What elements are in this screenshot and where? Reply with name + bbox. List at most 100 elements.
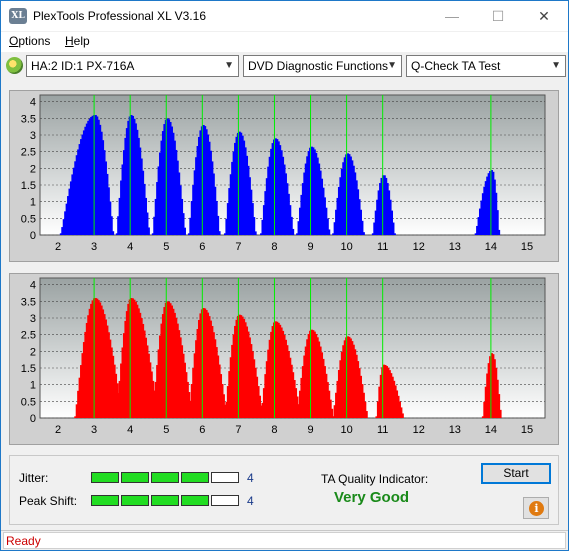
chart-bar [159,152,162,235]
chart-bar [496,210,499,235]
status-bar: Ready [1,530,568,550]
toolbar: HA:2 ID:1 PX-716A ▼ DVD Diagnostic Funct… [1,53,568,79]
chart-bar [267,349,270,418]
chart-bar [90,116,93,235]
chart-bar [304,346,308,418]
chart-bar [235,136,238,235]
chart-bar [494,192,498,235]
chevron-down-icon[interactable]: ▼ [224,60,234,71]
chart-bar [329,399,332,418]
chart-bar [209,320,212,418]
close-icon[interactable]: ✕ [538,8,550,24]
chart-bar [135,129,139,235]
chart-bar [251,203,254,235]
chart-bar [290,364,293,418]
y-tick-label: 2 [30,163,36,175]
jitter-graph-top: 0 0.5 1 1.5 2 2.5 3 3.5 4 2 3 4 5 6 7 8 9 10 11 12 13 14 15 [9,90,559,262]
chart-bar [216,215,220,235]
results-panel [9,455,559,525]
chart-bar [147,353,150,418]
chart-bar [496,379,499,418]
chart-bar [151,380,155,418]
chart-bar [169,303,172,418]
chart-bar [78,144,81,235]
chart-bar [213,339,217,418]
minimize-icon[interactable]: — [445,8,459,24]
start-button[interactable]: Start [481,463,551,484]
chart-bar [59,233,63,235]
chart-bar [163,307,166,418]
chart-bar [77,390,80,418]
chart-bar [167,301,171,418]
chart-bar [278,145,282,235]
chart-bar [228,188,231,235]
chart-bar [245,155,249,235]
x-tick-label: 9 [307,424,313,436]
chart-bar [100,131,103,235]
chart-bar [238,314,241,418]
chart-bar [342,162,345,235]
chart-bar [271,143,274,235]
chevron-down-icon[interactable]: ▼ [387,60,397,71]
chart-bar [196,146,199,235]
chart-bar [234,142,237,235]
chart-bar [179,185,182,235]
chart-bar [316,157,319,235]
chart-bar [362,232,365,235]
info-button[interactable]: i [523,497,549,519]
peak-shift-label: Peak Shift: [19,494,78,508]
chart-bar [135,304,139,418]
chart-bar [293,380,296,418]
chart-bar [387,367,390,418]
chart-bar [209,150,212,235]
chart-bar [267,166,270,235]
chart-bar [148,362,152,418]
disc-drive-icon [6,57,23,74]
chart-bar [183,227,186,235]
maximize-icon[interactable]: ☐ [491,8,505,24]
chart-bar [74,161,77,235]
chart-bar [118,380,122,418]
chart-bar [117,216,120,235]
chart-bar [205,129,208,235]
chart-bar [484,386,488,418]
chart-bar [260,233,263,235]
chart-bar [127,120,130,235]
x-tick-label: 12 [413,424,425,436]
menu-help[interactable]: Help [65,34,90,48]
chart-bar [384,365,387,418]
chart-bar [386,183,389,235]
chart-bar [333,222,337,235]
chart-bar [311,147,315,235]
chevron-down-icon[interactable]: ▼ [551,60,561,71]
top-chart-svg: 0 0.5 1 1.5 2 2.5 3 3.5 4 2 3 4 5 6 7 8 9 10 11 12 13 14 15 [21,94,546,253]
x-tick-label: 8 [271,241,277,253]
chart-bar [399,407,403,418]
chart-bar [238,131,241,235]
chart-bar [68,188,71,235]
chart-bar [383,175,386,235]
chart-bar [483,401,486,418]
menu-options[interactable]: Options [9,34,50,48]
chart-bar [392,380,396,418]
chart-bar [157,166,160,235]
chart-bar [280,150,283,235]
chart-bar [274,138,277,235]
chart-bar [104,161,107,235]
chart-bar [137,137,140,235]
chart-bar [239,132,243,235]
chart-bar [349,156,352,235]
test-select[interactable]: Q-Check TA Test ▼ [406,55,566,77]
chart-bar [170,305,173,418]
chart-bar [365,411,368,418]
chart-bar [122,150,126,235]
chart-bar [94,115,97,235]
chart-bar [361,220,364,235]
device-select[interactable]: HA:2 ID:1 PX-716A ▼ [26,55,239,77]
function-select[interactable]: DVD Diagnostic Functions ▼ [243,55,402,77]
chart-bar [394,385,397,418]
chart-bar [62,219,66,235]
chart-bar [376,199,379,235]
chart-bar [170,126,173,235]
chart-bar [74,416,77,418]
